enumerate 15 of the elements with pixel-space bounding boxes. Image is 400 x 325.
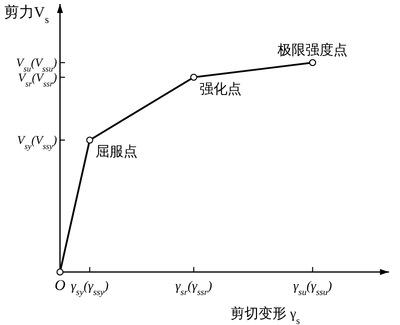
point [86, 136, 94, 144]
x-tick-label: O [54, 278, 66, 294]
x-tick-label: γ$_{su}$(γ$_{ssu}$) [293, 278, 332, 297]
point [190, 74, 198, 81]
x-tick-label: γ$_{sr}$(γ$_{ssr}$) [175, 278, 212, 297]
x-tick-label: γ$_{sy}$(γ$_{ssy}$) [70, 278, 109, 297]
annotation: V$_{sy}$(V$_{ssy}$) [17, 133, 57, 151]
annotation: 强化点 [200, 81, 242, 98]
annotation: 极限强度点 [276, 42, 348, 59]
point [56, 268, 64, 276]
annotation: V$_{su}$(V$_{ssu}$) [16, 56, 57, 74]
y-axis-title: 剪力V$_{s}$ [4, 4, 49, 26]
annotation: 屈服点 [96, 144, 138, 160]
point [309, 59, 316, 66]
x-axis-title: 剪切变形 γ$_{s}$ [230, 306, 300, 325]
